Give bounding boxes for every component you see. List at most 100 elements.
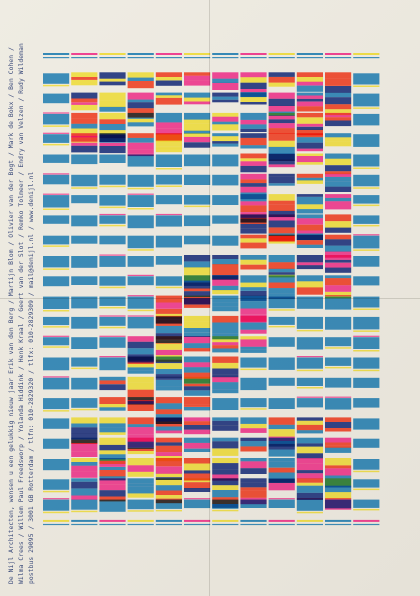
color-stripe xyxy=(212,342,239,345)
accent-stripe xyxy=(155,509,182,512)
color-stripe xyxy=(296,180,323,184)
color-stripe xyxy=(184,72,211,76)
accent-stripe xyxy=(43,245,70,247)
color-stripe xyxy=(325,291,352,299)
color-stripe xyxy=(155,128,182,135)
accent-stripe xyxy=(353,350,380,352)
accent-stripe xyxy=(43,143,70,146)
color-stripe xyxy=(240,223,267,229)
base-stripe xyxy=(240,499,267,508)
color-stripe xyxy=(268,458,295,462)
color-stripe xyxy=(268,214,295,221)
base-stripe xyxy=(71,235,98,244)
thin-stripe xyxy=(155,523,182,526)
color-stripe xyxy=(71,123,98,129)
color-stripe xyxy=(71,437,98,444)
color-stripe xyxy=(212,112,239,117)
color-stripe xyxy=(296,153,323,156)
thin-stripe xyxy=(99,53,126,55)
color-stripe xyxy=(155,495,182,499)
color-stripe xyxy=(155,146,182,149)
color-stripe xyxy=(268,176,295,184)
color-stripe xyxy=(212,356,239,363)
color-stripe xyxy=(184,397,211,405)
color-stripe xyxy=(325,117,352,121)
color-stripe xyxy=(296,112,323,118)
color-stripe xyxy=(268,227,295,234)
color-stripe xyxy=(240,468,267,474)
thin-stripe xyxy=(325,53,352,55)
color-stripe xyxy=(240,275,267,283)
color-stripe xyxy=(268,128,295,134)
base-stripe xyxy=(43,93,70,104)
color-stripe xyxy=(127,142,154,150)
accent-stripe xyxy=(296,329,323,332)
base-stripe xyxy=(353,398,380,408)
color-stripe xyxy=(268,105,295,112)
color-stripe xyxy=(71,462,98,466)
color-stripe xyxy=(184,343,211,349)
base-stripe xyxy=(353,499,380,508)
color-stripe xyxy=(325,465,352,469)
color-stripe xyxy=(212,124,239,131)
thin-stripe xyxy=(184,53,211,55)
accent-stripe xyxy=(43,326,70,328)
color-stripe xyxy=(71,417,98,424)
color-stripe xyxy=(296,224,323,231)
color-stripe xyxy=(127,400,154,404)
accent-stripe xyxy=(353,249,380,251)
base-stripe xyxy=(43,398,70,410)
color-stripe xyxy=(296,98,323,102)
color-stripe xyxy=(268,76,295,83)
color-stripe xyxy=(184,390,211,396)
base-stripe xyxy=(184,499,211,509)
color-stripe xyxy=(155,319,182,326)
color-stripe xyxy=(127,424,154,428)
color-stripe xyxy=(184,404,211,407)
base-stripe xyxy=(71,357,98,367)
accent-stripe xyxy=(353,224,380,227)
color-stripe xyxy=(212,82,239,90)
base-stripe xyxy=(127,235,154,249)
base-stripe xyxy=(212,195,239,205)
base-stripe xyxy=(268,296,295,309)
base-stripe xyxy=(155,276,182,286)
color-stripe xyxy=(99,427,126,433)
color-stripe xyxy=(155,315,182,320)
color-stripe xyxy=(212,259,239,265)
color-stripe xyxy=(127,92,154,100)
color-stripe xyxy=(325,137,352,142)
color-stripe xyxy=(240,308,267,315)
color-stripe xyxy=(325,176,352,182)
color-stripe xyxy=(296,437,323,444)
accent-stripe xyxy=(353,335,380,337)
color-stripe xyxy=(212,255,239,259)
color-stripe xyxy=(268,98,295,106)
color-stripe xyxy=(212,72,239,79)
base-stripe xyxy=(212,154,239,167)
color-stripe xyxy=(212,382,239,390)
thin-stripe xyxy=(43,519,70,522)
color-stripe xyxy=(240,179,267,184)
color-stripe xyxy=(127,108,154,114)
color-stripe xyxy=(268,234,295,238)
accent-stripe xyxy=(99,335,126,337)
color-stripe xyxy=(296,492,323,500)
color-stripe xyxy=(127,486,154,494)
thin-stripe xyxy=(155,57,182,59)
color-stripe xyxy=(184,267,211,275)
color-stripe xyxy=(240,322,267,330)
color-stripe xyxy=(155,363,182,369)
color-stripe xyxy=(71,118,98,124)
base-stripe xyxy=(99,357,126,371)
accent-stripe xyxy=(353,187,380,189)
base-stripe xyxy=(71,377,98,390)
base-stripe xyxy=(184,195,211,205)
color-stripe xyxy=(184,298,211,305)
color-stripe xyxy=(212,448,239,456)
color-stripe xyxy=(296,142,323,149)
color-stripe xyxy=(268,472,295,479)
color-stripe xyxy=(127,471,154,477)
thin-stripe xyxy=(99,523,126,526)
color-stripe xyxy=(212,143,239,147)
